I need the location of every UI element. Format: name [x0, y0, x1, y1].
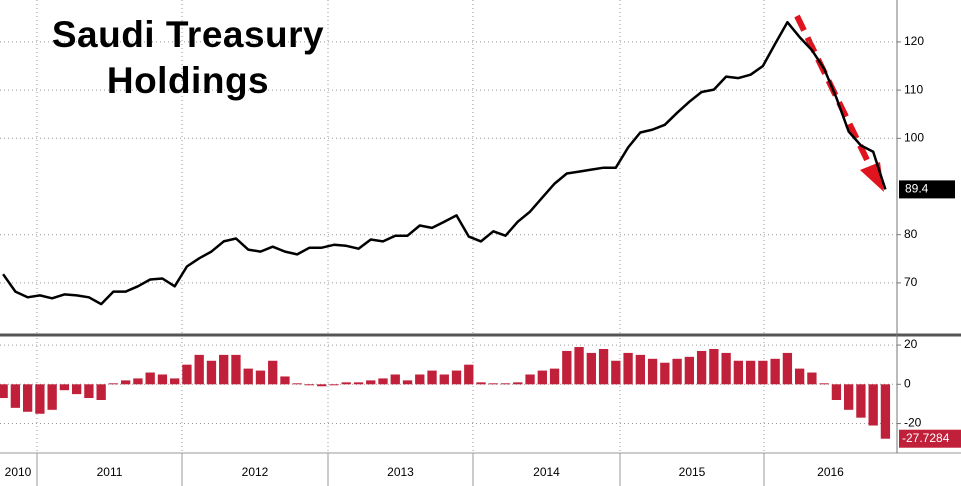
y-tick-label: 0	[904, 376, 911, 390]
bar	[255, 370, 266, 385]
y-tick-label: 110	[904, 82, 923, 96]
y-tick-label: 80	[904, 227, 918, 241]
bar	[831, 384, 842, 401]
bar	[304, 384, 315, 386]
bar	[451, 370, 462, 385]
bar	[647, 358, 658, 385]
bar	[390, 374, 400, 385]
bar	[464, 364, 474, 385]
bar	[684, 356, 695, 385]
y-tick-label: 70	[904, 275, 918, 289]
bar	[794, 368, 805, 385]
bar	[341, 382, 351, 385]
bar	[182, 364, 192, 385]
bar	[59, 384, 70, 391]
bar	[22, 384, 33, 412]
bar	[170, 378, 180, 385]
bar	[476, 382, 486, 385]
x-tick-label: 2012	[242, 465, 269, 479]
x-tick-label: 2016	[817, 465, 844, 479]
bar	[366, 380, 376, 385]
bar	[280, 376, 290, 385]
bar	[586, 352, 596, 385]
bar	[0, 384, 8, 399]
bar	[807, 372, 817, 385]
bar	[537, 370, 547, 385]
bar	[157, 374, 168, 385]
bar	[84, 384, 94, 399]
bar	[868, 384, 878, 426]
bar	[292, 383, 302, 385]
bar	[427, 370, 437, 385]
x-tick-label: 2011	[97, 465, 123, 479]
bar	[758, 360, 768, 385]
bar	[709, 348, 719, 385]
bar	[108, 383, 119, 385]
chart-title: Saudi Treasury Holdings	[51, 14, 325, 101]
bar	[562, 350, 572, 385]
bar	[47, 384, 57, 410]
bar	[35, 384, 45, 414]
bar	[880, 384, 891, 439]
bar	[231, 354, 241, 385]
bar	[623, 352, 633, 385]
bar	[353, 382, 364, 385]
bar	[10, 384, 21, 408]
bar	[549, 368, 560, 385]
bar	[782, 352, 793, 385]
bar	[819, 383, 829, 385]
bar	[121, 380, 131, 385]
bar	[96, 384, 106, 401]
x-tick-label: 2014	[533, 465, 560, 479]
value-label: 89.4	[905, 182, 929, 196]
bar	[745, 360, 756, 385]
bar	[194, 354, 204, 385]
bar	[513, 382, 523, 385]
bar	[856, 384, 866, 418]
y-tick-label: 120	[904, 34, 924, 48]
bar	[329, 384, 339, 386]
line-series	[2, 20, 887, 306]
bar	[672, 358, 682, 385]
bar	[721, 352, 731, 385]
bar	[488, 383, 498, 385]
bar	[696, 350, 707, 385]
value-label: -27.7284	[902, 431, 950, 445]
bar	[415, 374, 425, 385]
bar	[844, 384, 854, 410]
bar	[660, 362, 670, 385]
y-tick-label: 20	[904, 337, 918, 351]
value-label-box	[899, 429, 961, 448]
bar	[635, 354, 645, 385]
bar	[268, 360, 278, 385]
x-tick-label: 2013	[387, 465, 414, 479]
bar	[133, 378, 143, 385]
bar	[378, 378, 388, 385]
bar	[611, 360, 621, 385]
bar	[219, 354, 229, 385]
bar	[439, 374, 449, 385]
value-label-box	[899, 180, 955, 199]
y-tick-label: -20	[904, 416, 922, 430]
bar	[598, 348, 609, 385]
bar	[402, 380, 413, 385]
bar	[206, 360, 217, 385]
bar	[525, 374, 535, 385]
y-tick-label: 100	[904, 130, 924, 144]
bar	[733, 360, 744, 385]
bar	[500, 383, 511, 385]
x-tick-label: 2010	[5, 465, 32, 479]
bar	[71, 384, 82, 395]
x-tick-label: 2015	[679, 465, 706, 479]
bar	[145, 372, 155, 385]
bar	[770, 358, 780, 385]
bar	[243, 368, 253, 385]
bar	[574, 347, 584, 385]
bar	[317, 384, 327, 387]
